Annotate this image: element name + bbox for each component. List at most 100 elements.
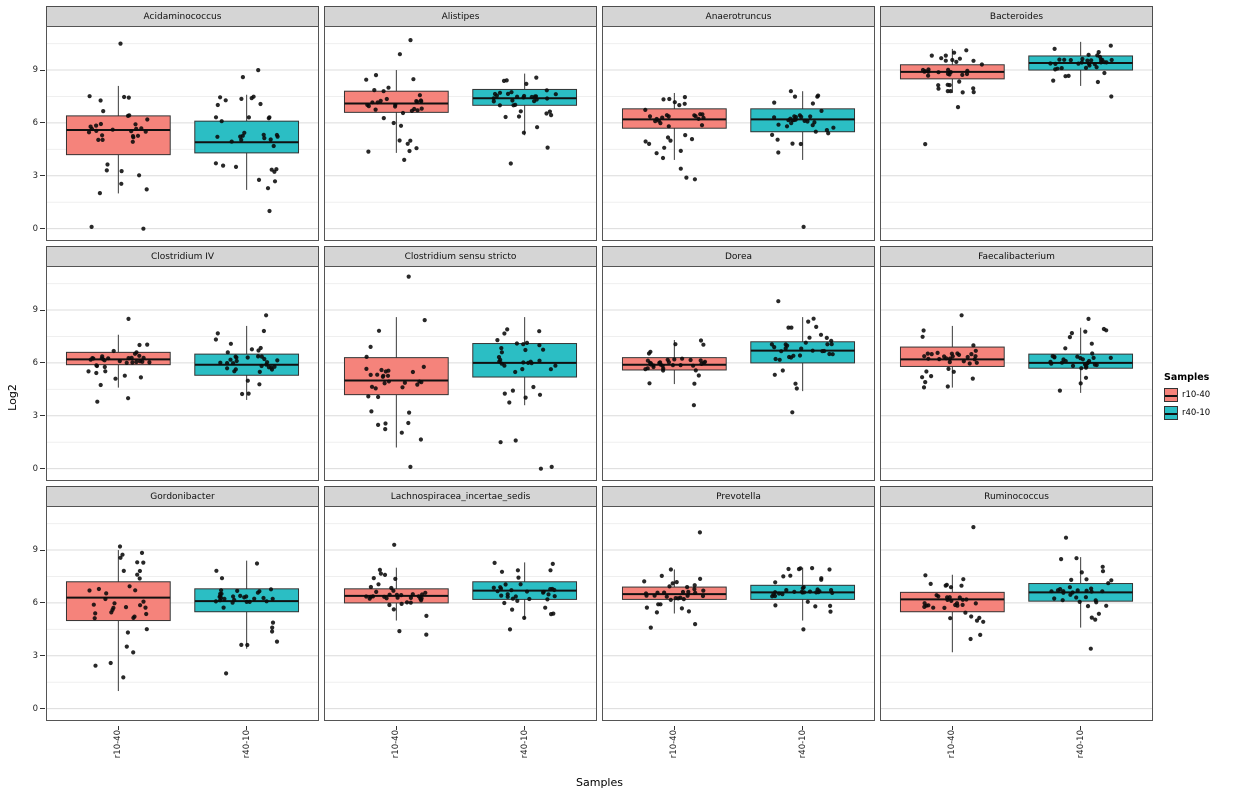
facet-Clostridium sensu stricto: Clostridium sensu stricto — [324, 246, 597, 481]
boxplot-median-glyph — [1165, 394, 1177, 397]
box-r10-40 — [343, 542, 449, 637]
legend-entry-r10-40: r10-40 — [1164, 387, 1211, 402]
facet-row: 0 3 6 9 Clostridium IV Clostridium sensu stri… — [20, 246, 1158, 481]
x-tick-mark — [673, 726, 675, 730]
box-r10-40 — [65, 41, 171, 231]
box-r10-40 — [621, 530, 727, 630]
box-r10-40 — [65, 316, 171, 404]
facet-title: Gordonibacter — [46, 486, 319, 506]
y-tick-label: 3 — [32, 170, 38, 181]
facet-panel — [602, 26, 875, 241]
y-tick-label: 9 — [32, 65, 38, 76]
y-tick-label: 6 — [32, 357, 38, 368]
box-r40-10 — [750, 299, 856, 415]
facet-title: Anaerotruncus — [602, 6, 875, 26]
box-r40-10 — [750, 89, 856, 229]
y-tick-panel: 0 3 6 9 — [20, 266, 46, 481]
facet-panel — [324, 26, 597, 241]
box-r10-40 — [899, 525, 1005, 653]
facet-panel — [46, 506, 319, 721]
box-r40-10 — [472, 73, 578, 166]
y-tick-label: 9 — [32, 545, 38, 556]
facet-Ruminococcus: Ruminococcus — [880, 486, 1153, 721]
facet-panel — [880, 266, 1153, 481]
x-tick-mark — [117, 726, 119, 730]
legend-key-swatch-r10-40 — [1164, 387, 1178, 402]
y-tick-mark — [40, 362, 45, 364]
x-tick-mark — [802, 726, 804, 730]
facet-title: Alistipes — [324, 6, 597, 26]
facet-Faecalibacterium: Faecalibacterium — [880, 246, 1153, 481]
legend-label: r10-40 — [1182, 389, 1211, 400]
y-tick-mark — [40, 228, 45, 230]
x-tick-mark — [246, 726, 248, 730]
box-r40-10 — [194, 313, 300, 400]
facet-Anaerotruncus: Anaerotruncus — [602, 6, 875, 241]
facet-Alistipes: Alistipes — [324, 6, 597, 241]
y-tick-label: 0 — [32, 703, 38, 714]
legend-title: Samples — [1164, 371, 1210, 383]
facet-panel — [602, 506, 875, 721]
y-tick-mark — [40, 69, 45, 71]
y-tick-mark — [40, 549, 45, 551]
facet-panel — [324, 506, 597, 721]
y-tick-mark — [40, 309, 45, 311]
x-tick-label: r40-10 — [1075, 730, 1086, 759]
facet-grid: 0 3 6 9 Acidaminococcus Alistipes Anaerotruncu… — [20, 6, 1158, 789]
y-tick-label: 6 — [32, 117, 38, 128]
facet-Acidaminococcus: Acidaminococcus — [46, 6, 319, 241]
box-r40-10 — [472, 560, 578, 632]
y-axis-title: Log2 — [5, 384, 19, 411]
y-tick-mark — [40, 122, 45, 124]
boxplot-median-glyph — [1165, 412, 1177, 415]
legend-label: r40-10 — [1182, 407, 1211, 418]
facet-title: Bacteroides — [880, 6, 1153, 26]
box-r10-40 — [899, 313, 1005, 390]
box-r40-10 — [194, 68, 300, 214]
facet-row: 0 3 6 9 Gordonibacter Lachnospiracea_incertae… — [20, 486, 1158, 721]
x-axis: r10-40 r40-10 r10-40 r40-10 r10-40 r40-10 r10-… — [20, 726, 1158, 774]
y-tick-panel: 0 3 6 9 — [20, 506, 46, 721]
y-tick-mark — [40, 468, 45, 470]
x-tick-label: r10-40 — [113, 730, 124, 759]
facet-Clostridium IV: Clostridium IV — [46, 246, 319, 481]
facet-panel — [324, 266, 597, 481]
box-r40-10 — [472, 317, 578, 471]
legend-entry-r40-10: r40-10 — [1164, 405, 1211, 420]
x-tick-mark — [951, 726, 953, 730]
box-r10-40 — [621, 92, 727, 182]
legend: Samples r10-40 r40-10 — [1158, 6, 1238, 789]
y-tick-panel: 0 3 6 9 — [20, 26, 46, 241]
facet-Gordonibacter: Gordonibacter — [46, 486, 319, 721]
x-tick-label: r10-40 — [669, 730, 680, 759]
facet-title: Acidaminococcus — [46, 6, 319, 26]
x-axis-spacer — [20, 726, 46, 774]
x-tick-labels: r10-40 r40-10 — [324, 726, 597, 774]
facet-panel — [46, 266, 319, 481]
y-tick-label: 9 — [32, 305, 38, 316]
box-r10-40 — [899, 48, 1005, 147]
facet-Prevotella: Prevotella — [602, 486, 875, 721]
facet-title: Lachnospiracea_incertae_sedis — [324, 486, 597, 506]
box-r10-40 — [343, 38, 449, 162]
y-axis-ticks: 0 3 6 9 — [20, 246, 46, 481]
x-tick-labels: r10-40 r40-10 — [46, 726, 319, 774]
facet-title: Clostridium sensu stricto — [324, 246, 597, 266]
y-tick-label: 0 — [32, 223, 38, 234]
box-r10-40 — [343, 274, 449, 469]
x-tick-label: r40-10 — [519, 730, 530, 759]
box-r40-10 — [1028, 535, 1134, 651]
x-tick-mark — [395, 726, 397, 730]
y-tick-mark — [40, 175, 45, 177]
y-tick-mark — [40, 655, 45, 657]
y-axis-title-column: Log2 — [4, 6, 20, 789]
facet-Dorea: Dorea — [602, 246, 875, 481]
box-r40-10 — [1028, 41, 1134, 99]
facet-Bacteroides: Bacteroides — [880, 6, 1153, 241]
facet-title: Ruminococcus — [880, 486, 1153, 506]
x-tick-label: r10-40 — [391, 730, 402, 759]
y-tick-label: 0 — [32, 463, 38, 474]
facet-panel — [880, 506, 1153, 721]
box-r40-10 — [1028, 316, 1134, 393]
